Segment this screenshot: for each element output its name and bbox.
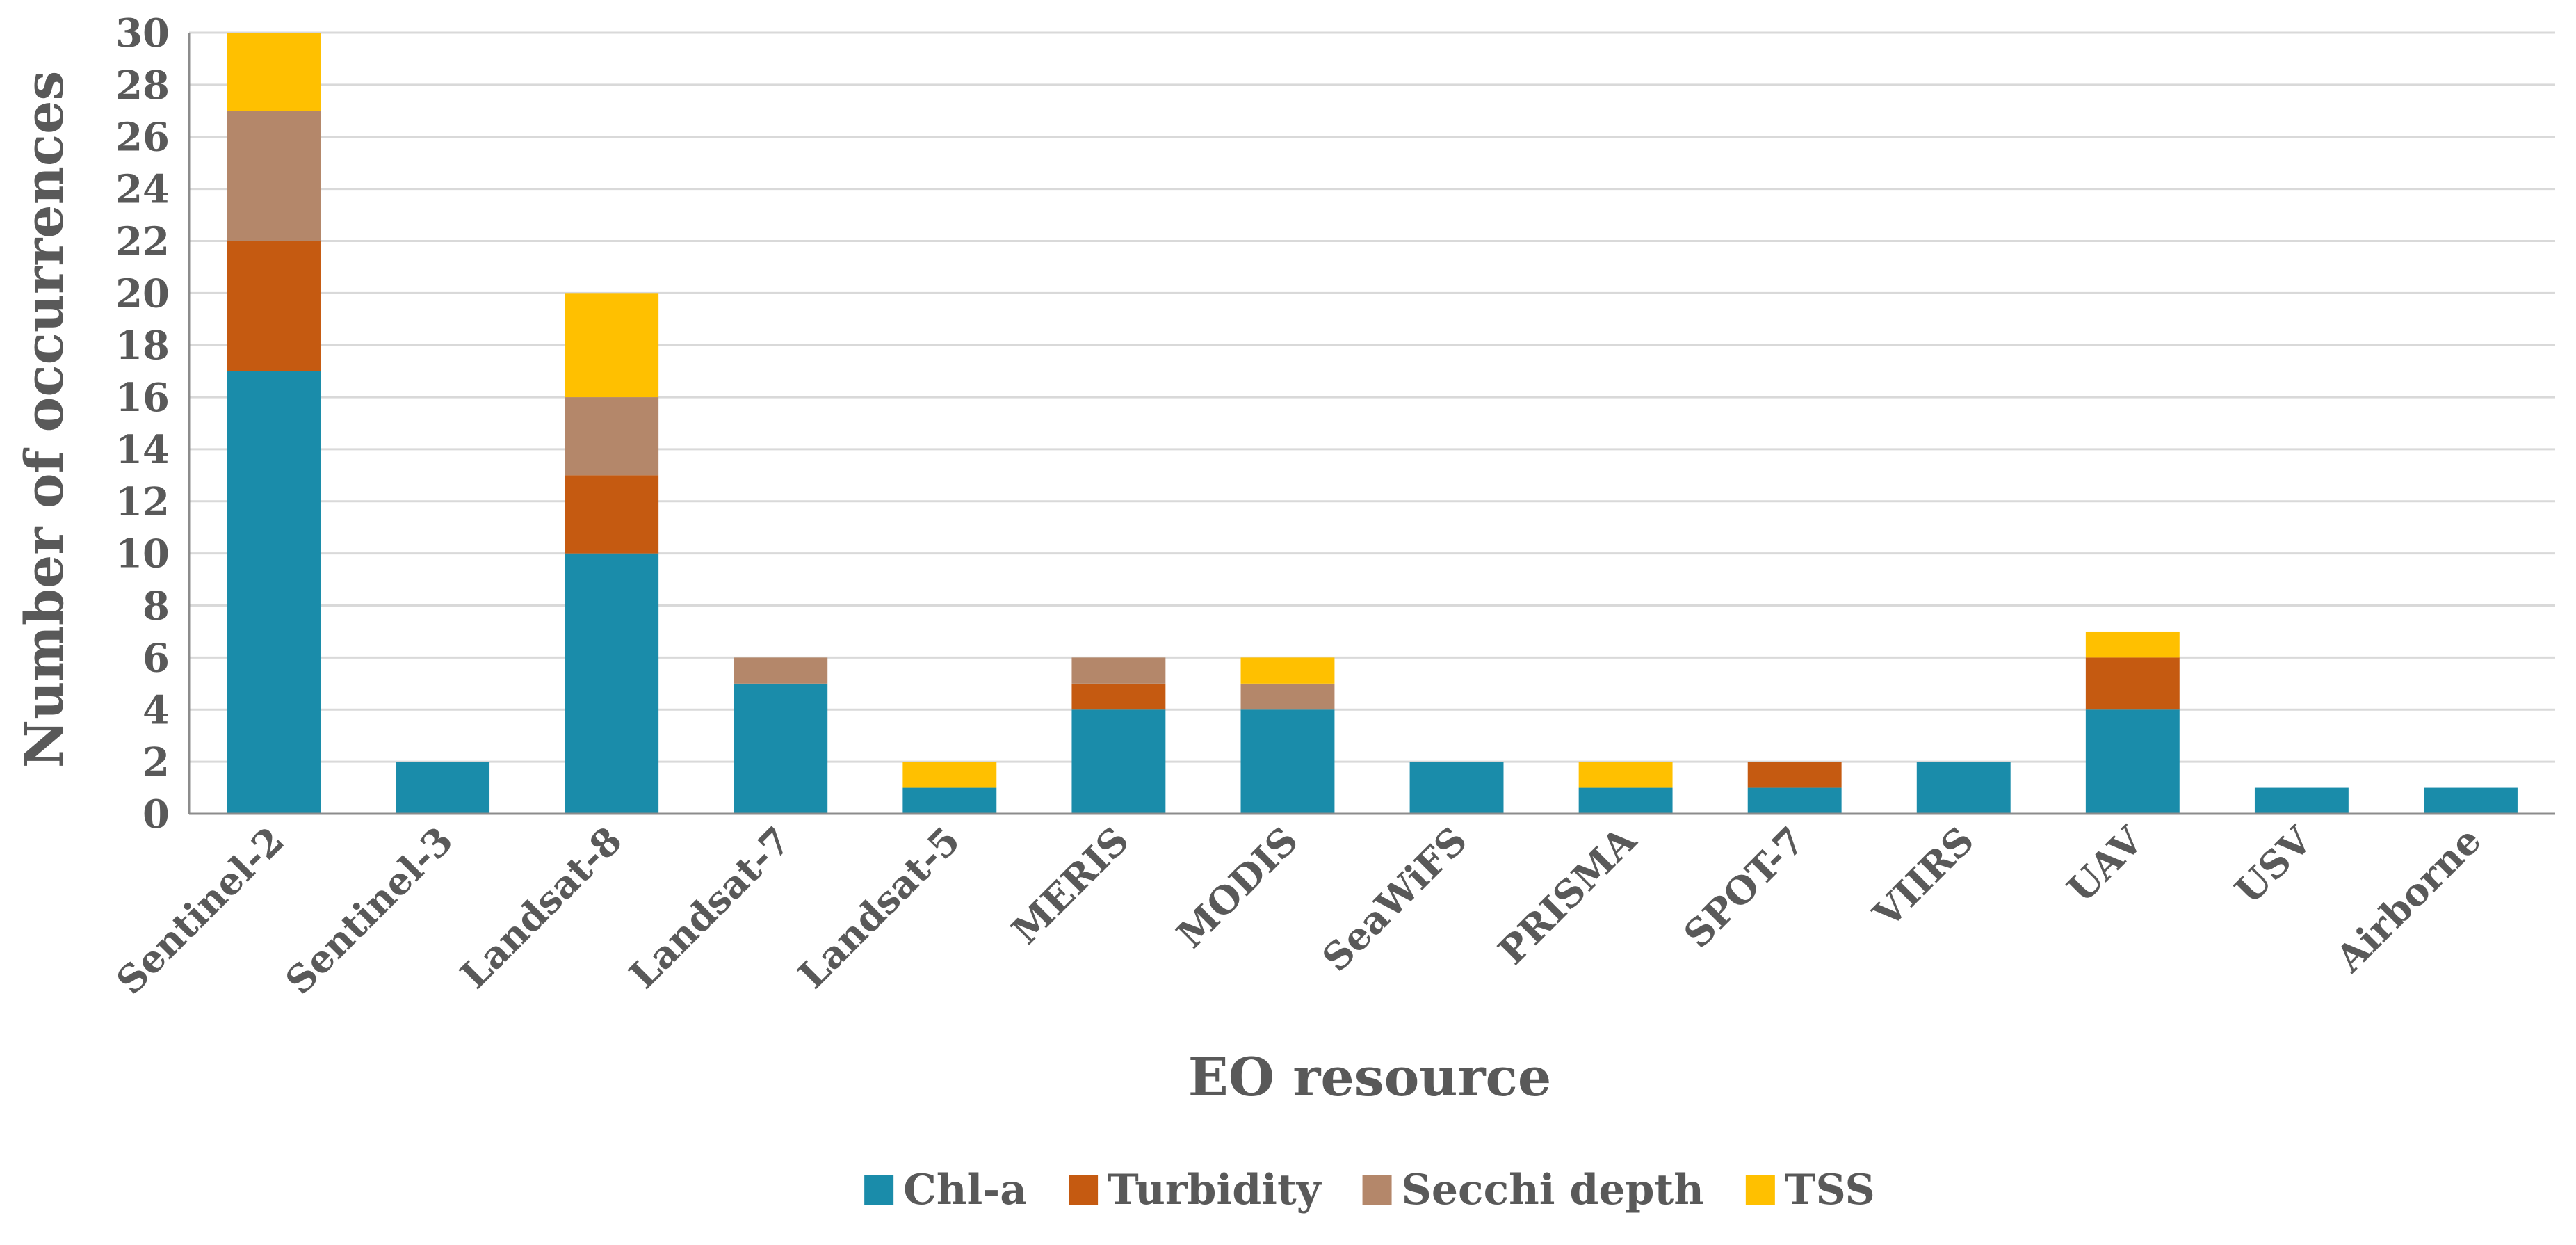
legend-label-turbidity: Turbidity <box>1108 1166 1322 1214</box>
x-tick-label: MERIS <box>1003 818 1137 953</box>
y-tick-label: 2 <box>143 739 170 785</box>
legend: Chl-a Turbidity Secchi depth TSS <box>864 1166 1875 1214</box>
bar-turbidity-meris <box>1071 683 1166 710</box>
x-tick-label: Sentinel-2 <box>108 818 293 1003</box>
x-tick-label: MODIS <box>1168 818 1306 956</box>
y-tick-label: 16 <box>115 375 170 421</box>
bar-chl-a-landsat-5 <box>902 787 997 814</box>
bar-turbidity-spot-7 <box>1747 762 1842 788</box>
legend-swatch-tss <box>1745 1175 1775 1205</box>
x-axis-title: EO resource <box>1188 1046 1551 1108</box>
y-axis-title: Number of occurrences <box>13 71 75 769</box>
bar-chl-a-uav <box>2085 709 2180 814</box>
y-tick-label: 10 <box>115 531 170 577</box>
bar-tss-uav <box>2085 631 2180 658</box>
y-tick-label: 18 <box>115 323 170 369</box>
bar-secchi-depth-landsat-8 <box>565 397 659 476</box>
bar-tss-landsat-8 <box>565 293 659 398</box>
y-tick-label: 0 <box>143 792 170 837</box>
x-tick-label: Airborne <box>2326 818 2490 981</box>
bar-tss-sentinel-2 <box>227 33 321 111</box>
y-tick-label: 6 <box>143 635 170 681</box>
bar-chl-a-airborne <box>2424 787 2518 814</box>
bar-tss-landsat-5 <box>902 762 997 788</box>
bar-chl-a-usv <box>2254 787 2349 814</box>
legend-label-secchi-depth: Secchi depth <box>1402 1166 1704 1214</box>
bar-chl-a-spot-7 <box>1747 787 1842 814</box>
y-tick-label: 30 <box>115 10 170 56</box>
x-tick-label: Landsat-5 <box>789 818 969 997</box>
legend-label-chl-a: Chl-a <box>903 1166 1027 1214</box>
legend-swatch-turbidity <box>1069 1175 1099 1205</box>
y-tick-label: 22 <box>115 218 170 264</box>
bar-secchi-depth-landsat-7 <box>734 657 828 684</box>
axes <box>188 33 2555 815</box>
y-tick-label: 4 <box>143 687 170 733</box>
y-tick-label: 12 <box>115 479 170 525</box>
x-tick-labels: Sentinel-2Sentinel-3Landsat-8Landsat-7La… <box>108 817 2490 1003</box>
legend-label-tss: TSS <box>1785 1166 1875 1214</box>
bar-chl-a-landsat-8 <box>565 553 659 814</box>
bar-chl-a-meris <box>1071 709 1166 814</box>
x-tick-label: Landsat-8 <box>451 818 631 997</box>
bar-chl-a-prisma <box>1578 787 1673 814</box>
bar-chl-a-sentinel-2 <box>227 371 321 814</box>
y-tick-label: 24 <box>115 167 170 213</box>
bar-chl-a-modis <box>1240 709 1335 814</box>
x-tick-label: SPOT-7 <box>1675 818 1813 956</box>
bar-chl-a-seawifs <box>1409 762 1504 814</box>
x-tick-label: VIIRS <box>1864 818 1983 937</box>
bar-turbidity-sentinel-2 <box>227 241 321 371</box>
bar-secchi-depth-meris <box>1071 657 1166 684</box>
y-tick-label: 20 <box>115 271 170 316</box>
bars <box>227 33 2518 814</box>
x-tick-label: UAV <box>2059 817 2153 911</box>
legend-swatch-chl-a <box>864 1175 894 1205</box>
bar-secchi-depth-sentinel-2 <box>227 111 321 241</box>
bar-tss-modis <box>1240 657 1335 684</box>
bar-tss-prisma <box>1578 762 1673 788</box>
legend-swatch-secchi-depth <box>1362 1175 1392 1205</box>
x-tick-label: PRISMA <box>1489 817 1645 973</box>
x-tick-label: Landsat-7 <box>620 818 800 997</box>
bar-turbidity-landsat-8 <box>565 475 659 554</box>
x-tick-label: Sentinel-3 <box>277 818 462 1003</box>
x-tick-label: SeaWiFS <box>1313 818 1475 980</box>
gridlines <box>189 31 2555 763</box>
y-tick-label: 26 <box>115 115 170 161</box>
bar-chl-a-landsat-7 <box>734 683 828 814</box>
y-tick-label: 8 <box>143 584 170 629</box>
bar-turbidity-uav <box>2085 657 2180 710</box>
x-tick-label: USV <box>2226 817 2322 913</box>
bar-secchi-depth-modis <box>1240 683 1335 710</box>
y-tick-label: 28 <box>115 63 170 109</box>
bar-chl-a-viirs <box>1916 762 2011 814</box>
bar-chl-a-sentinel-3 <box>396 762 490 814</box>
y-tick-label: 14 <box>115 427 170 473</box>
